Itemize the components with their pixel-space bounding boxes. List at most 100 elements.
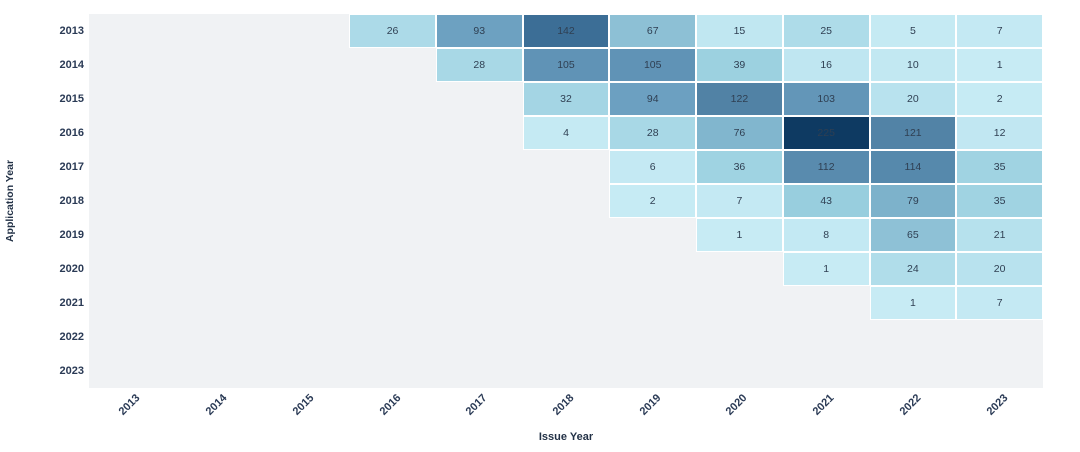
cell-value: 103 bbox=[817, 92, 835, 105]
heatmap-cell[interactable]: 21 bbox=[956, 218, 1043, 252]
cell-value: 93 bbox=[473, 24, 486, 37]
heatmap-cell[interactable]: 8 bbox=[782, 218, 870, 252]
heatmap-cell[interactable]: 26 bbox=[349, 14, 436, 48]
cell-value: 20 bbox=[907, 92, 919, 105]
cell-value: 121 bbox=[904, 126, 922, 139]
heatmap-cell[interactable]: 20 bbox=[869, 82, 957, 116]
heatmap-cell[interactable]: 94 bbox=[609, 82, 697, 116]
heatmap-cell[interactable]: 2 bbox=[956, 82, 1043, 116]
heatmap-cell[interactable]: 122 bbox=[696, 82, 783, 116]
y-tick-label: 2018 bbox=[59, 195, 84, 207]
cell-value: 1 bbox=[996, 58, 1003, 71]
cell-value: 65 bbox=[907, 228, 919, 241]
heatmap-cell[interactable]: 35 bbox=[956, 150, 1043, 184]
cell-value: 105 bbox=[643, 58, 662, 71]
cell-value: 8 bbox=[823, 228, 830, 241]
y-tick-label: 2023 bbox=[59, 365, 84, 377]
heatmap-cell[interactable]: 112 bbox=[782, 150, 870, 184]
cell-value: 15 bbox=[733, 24, 746, 37]
cell-value: 32 bbox=[560, 92, 572, 105]
heatmap-cell[interactable]: 1 bbox=[696, 218, 783, 252]
heatmap-cell[interactable]: 7 bbox=[956, 14, 1043, 48]
heatmap-cell[interactable]: 67 bbox=[609, 14, 697, 48]
cell-value: 7 bbox=[996, 24, 1003, 37]
heatmap-cell[interactable]: 142 bbox=[522, 14, 610, 48]
cell-value: 43 bbox=[820, 194, 833, 207]
cell-value: 105 bbox=[557, 58, 575, 71]
heatmap-cell[interactable]: 93 bbox=[435, 14, 523, 48]
cell-value: 21 bbox=[993, 228, 1006, 241]
heatmap-cell[interactable]: 1 bbox=[956, 48, 1043, 82]
heatmap-cell[interactable]: 4 bbox=[522, 116, 610, 150]
heatmap-cell[interactable]: 114 bbox=[869, 150, 957, 184]
heatmap-cell[interactable]: 103 bbox=[782, 82, 870, 116]
cell-value: 1 bbox=[823, 262, 830, 275]
cell-value: 4 bbox=[563, 126, 569, 139]
cell-value: 10 bbox=[907, 58, 919, 71]
heatmap-cell[interactable]: 65 bbox=[869, 218, 957, 252]
heatmap-cell[interactable]: 1 bbox=[782, 252, 870, 286]
y-tick-label: 2021 bbox=[59, 297, 84, 309]
heatmap-cell[interactable]: 25 bbox=[782, 14, 870, 48]
heatmap-cell[interactable]: 225 bbox=[782, 116, 870, 150]
cell-value: 112 bbox=[817, 160, 835, 173]
heatmap-cell[interactable]: 105 bbox=[609, 48, 697, 82]
heatmap-cell[interactable]: 6 bbox=[609, 150, 697, 184]
heatmap-cell[interactable]: 39 bbox=[696, 48, 783, 82]
cell-value: 114 bbox=[904, 160, 922, 173]
cell-value: 122 bbox=[730, 92, 749, 105]
cell-value: 39 bbox=[733, 58, 746, 71]
cell-value: 1 bbox=[909, 296, 916, 309]
cell-value: 20 bbox=[993, 262, 1006, 275]
y-tick-label: 2020 bbox=[59, 263, 84, 275]
heatmap-cell[interactable]: 16 bbox=[782, 48, 870, 82]
heatmap-cell[interactable]: 10 bbox=[869, 48, 957, 82]
heatmap-cell[interactable]: 5 bbox=[869, 14, 957, 48]
heatmap-cell[interactable]: 28 bbox=[609, 116, 697, 150]
cell-value: 225 bbox=[817, 126, 835, 139]
heatmap-cell[interactable]: 36 bbox=[696, 150, 783, 184]
cell-value: 24 bbox=[907, 262, 919, 275]
cell-value: 35 bbox=[993, 160, 1006, 173]
heatmap-cell[interactable]: 105 bbox=[522, 48, 610, 82]
heatmap-cell[interactable]: 7 bbox=[696, 184, 783, 218]
cell-value: 28 bbox=[473, 58, 486, 71]
heatmap-cell[interactable]: 20 bbox=[956, 252, 1043, 286]
y-tick-label: 2017 bbox=[59, 161, 84, 173]
cell-value: 7 bbox=[996, 296, 1003, 309]
cell-value: 28 bbox=[646, 126, 659, 139]
heatmap-cell[interactable]: 43 bbox=[782, 184, 870, 218]
cell-value: 5 bbox=[909, 24, 916, 37]
heatmap-cell[interactable]: 79 bbox=[869, 184, 957, 218]
y-tick-label: 2022 bbox=[59, 331, 84, 343]
heatmap-cell[interactable]: 35 bbox=[956, 184, 1043, 218]
cell-value: 35 bbox=[993, 194, 1006, 207]
cell-value: 76 bbox=[733, 126, 746, 139]
cell-value: 36 bbox=[733, 160, 746, 173]
cell-value: 12 bbox=[993, 126, 1006, 139]
y-tick-label: 2015 bbox=[59, 93, 84, 105]
heatmap-cell[interactable]: 1 bbox=[869, 286, 957, 320]
cell-value: 2 bbox=[996, 92, 1003, 105]
cell-value: 142 bbox=[557, 24, 575, 37]
cell-value: 7 bbox=[736, 194, 743, 207]
heatmap-cell[interactable]: 32 bbox=[522, 82, 610, 116]
heatmap-cell[interactable]: 76 bbox=[696, 116, 783, 150]
y-tick-label: 2014 bbox=[59, 59, 84, 71]
cell-value: 16 bbox=[820, 58, 833, 71]
x-axis-title: Issue Year bbox=[538, 431, 594, 443]
cell-value: 1 bbox=[736, 228, 743, 241]
heatmap-cell[interactable]: 121 bbox=[869, 116, 957, 150]
heatmap-cell[interactable]: 7 bbox=[956, 286, 1043, 320]
heatmap-plot: 26 93 142 67 15 25 5 7 28 105 105 39 16 10 1 32 94 122 103… bbox=[89, 14, 1043, 388]
heatmap-cell[interactable]: 12 bbox=[956, 116, 1043, 150]
y-tick-label: 2019 bbox=[59, 229, 84, 241]
heatmap-cell[interactable]: 24 bbox=[869, 252, 957, 286]
heatmap-cell[interactable]: 15 bbox=[696, 14, 783, 48]
cell-value: 67 bbox=[646, 24, 659, 37]
heatmap-cell[interactable]: 2 bbox=[609, 184, 697, 218]
cell-value: 94 bbox=[646, 92, 659, 105]
heatmap-cell[interactable]: 28 bbox=[435, 48, 523, 82]
cell-value: 2 bbox=[649, 194, 656, 207]
